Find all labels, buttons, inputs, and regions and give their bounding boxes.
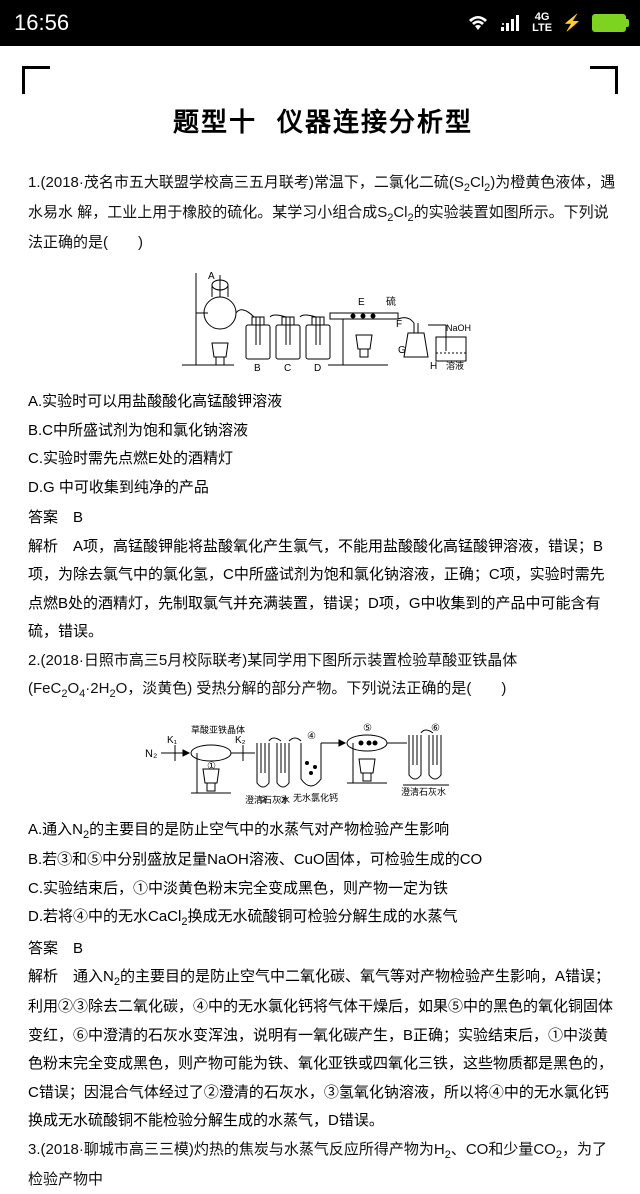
corner-tl	[22, 66, 50, 94]
svg-text:⑤: ⑤	[363, 723, 372, 734]
corner-tr	[590, 66, 618, 94]
q1-optB: B.C中所盛试剂为饱和氯化钠溶液	[28, 417, 618, 446]
bolt-icon: ⚡	[562, 13, 582, 33]
svg-text:溶液: 溶液	[446, 360, 464, 371]
lte-lte: LTE	[532, 23, 552, 34]
q3-stem: 3.(2018·聊城市高三三模)灼热的焦炭与水蒸气反应所得产物为H2、CO和少量…	[28, 1136, 618, 1194]
svg-text:K₁: K₁	[167, 735, 178, 746]
svg-text:K₂: K₂	[235, 735, 246, 746]
svg-text:澄清石灰水: 澄清石灰水	[245, 794, 290, 805]
document-content: 题型十仪器连接分析型 1.(2018·茂名市五大联盟学校高三五月联考)常温下，二…	[0, 46, 640, 1194]
svg-text:G: G	[398, 345, 406, 356]
svg-text:N₂: N₂	[145, 748, 157, 760]
q1-stem: 1.(2018·茂名市五大联盟学校高三五月联考)常温下，二氯化二硫(S2Cl2)…	[28, 169, 618, 257]
title-part-b: 仪器连接分析型	[277, 107, 473, 137]
svg-text:C: C	[284, 363, 291, 374]
q1-answer: 答案 B	[28, 504, 618, 533]
battery-icon	[592, 14, 626, 32]
status-right: 4GLTE ⚡	[466, 12, 626, 34]
q1-optA: A.实验时可以用盐酸酸化高锰酸钾溶液	[28, 388, 618, 417]
signal-icon	[500, 14, 522, 32]
q1-figure: A B C D E 硫 F	[28, 265, 618, 382]
svg-text:F: F	[396, 319, 402, 330]
doc-title: 题型十仪器连接分析型	[28, 102, 618, 139]
lte-icon: 4GLTE	[532, 12, 552, 34]
svg-text:无水氯化钙: 无水氯化钙	[293, 792, 338, 803]
svg-text:E: E	[358, 297, 365, 308]
q2-optA: A.通入N2的主要目的是防止空气中的水蒸气对产物检验产生影响	[28, 816, 618, 846]
svg-text:NaOH: NaOH	[446, 323, 471, 333]
svg-text:A: A	[208, 271, 215, 282]
status-time: 16:56	[14, 10, 69, 36]
title-part-a: 题型十	[173, 107, 257, 137]
svg-text:①: ①	[207, 761, 216, 772]
svg-text:硫: 硫	[386, 295, 396, 308]
q2-answer: 答案 B	[28, 935, 618, 964]
svg-text:D: D	[314, 363, 321, 374]
q2-stem: 2.(2018·日照市高三5月校际联考)某同学用下图所示装置检验草酸亚铁晶体(F…	[28, 647, 618, 705]
q2-optC: C.实验结束后，①中淡黄色粉末完全变成黑色，则产物一定为铁	[28, 875, 618, 904]
q2-explain: 解析 通入N2的主要目的是防止空气中二氧化碳、氧气等对产物检验产生影响，A错误；…	[28, 963, 618, 1135]
svg-text:B: B	[254, 363, 261, 374]
svg-text:草酸亚铁晶体: 草酸亚铁晶体	[191, 724, 245, 735]
wifi-icon	[466, 13, 490, 33]
svg-text:H: H	[430, 361, 437, 372]
status-bar: 16:56 4GLTE ⚡	[0, 0, 640, 46]
q1-optD: D.G 中可收集到纯净的产品	[28, 474, 618, 503]
q2-optB: B.若③和⑤中分别盛放足量NaOH溶液、CuO固体，可检验生成的CO	[28, 846, 618, 875]
svg-text:澄清石灰水: 澄清石灰水	[401, 786, 446, 797]
q2-optD: D.若将④中的无水CaCl2换成无水硫酸铜可检验分解生成的水蒸气	[28, 903, 618, 933]
q1-explain: 解析 A项，高锰酸钾能将盐酸氧化产生氯气，不能用盐酸酸化高锰酸钾溶液，错误；B项…	[28, 533, 618, 647]
q1-optC: C.实验时需先点燃E处的酒精灯	[28, 445, 618, 474]
svg-text:④: ④	[307, 731, 316, 742]
q2-figure: N₂ K₁ ① 草酸亚铁晶体 K₂ ② ③ 澄清石灰水	[28, 713, 618, 810]
